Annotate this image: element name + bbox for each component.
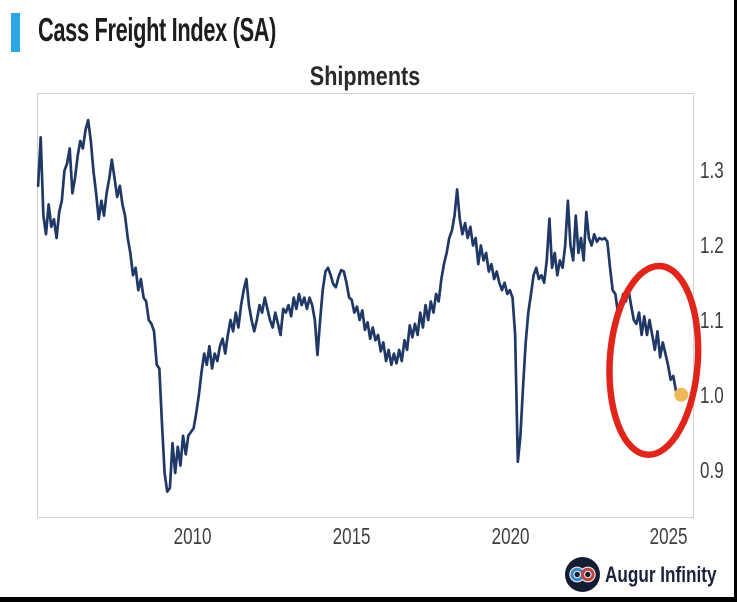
plot-area [36, 93, 702, 518]
page-title: Cass Freight Index (SA) [38, 11, 277, 48]
y-tick-label: 1.0 [700, 382, 724, 409]
line-chart-svg [36, 118, 702, 493]
title-accent-bar [11, 13, 20, 52]
x-tick-label: 2015 [332, 523, 371, 549]
augur-infinity-logo-icon [565, 557, 600, 592]
y-tick-label: 1.2 [700, 232, 724, 259]
y-tick-label: 1.3 [700, 157, 724, 184]
x-tick-label: 2020 [491, 523, 530, 549]
chart-title: Shipments [310, 61, 421, 91]
y-tick-label: 1.1 [700, 307, 724, 334]
brand-name: Augur Infinity [605, 562, 717, 587]
y-tick-label: 0.9 [700, 457, 724, 484]
x-tick-label: 2010 [174, 523, 213, 549]
chart-title-wrap: Shipments [37, 61, 694, 91]
latest-value-dot [674, 387, 689, 402]
shipments-line-series [36, 118, 683, 493]
x-tick-label: 2025 [649, 523, 688, 549]
highlight-ellipse-annotation [606, 262, 702, 458]
